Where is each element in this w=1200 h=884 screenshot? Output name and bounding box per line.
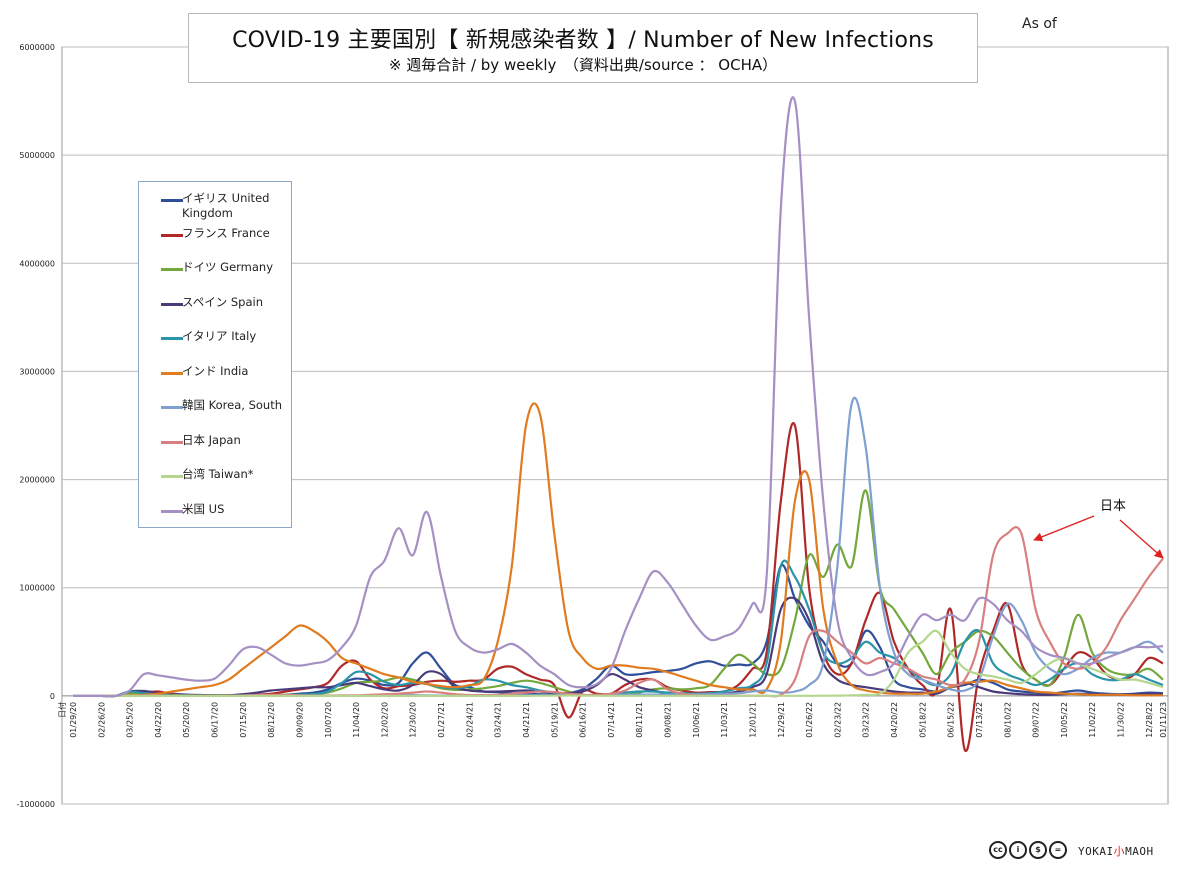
credit-accent: 小 (1113, 845, 1126, 858)
cc-icon: cc (989, 841, 1007, 859)
x-tick-label: 08/11/21 (635, 702, 644, 738)
x-tick-label: 02/23/22 (833, 702, 842, 738)
legend-label: ドイツ Germany (182, 260, 274, 274)
cc-license-badge: cc i $ = (989, 841, 1067, 861)
x-tick-label: 12/02/20 (380, 702, 389, 738)
credit-suffix: MAOH (1125, 845, 1154, 858)
legend-label: 日本 Japan (182, 432, 241, 447)
x-tick-label: 04/22/20 (154, 702, 163, 738)
legend-label: イギリス United Kingdom (182, 191, 270, 220)
legend-swatch (161, 199, 183, 202)
y-tick-label: 5000000 (19, 151, 55, 160)
legend-item: ドイツ Germany (139, 259, 293, 293)
author-credit: YOKAI小MAOH (1078, 843, 1154, 859)
legend-item: イタリア Italy (139, 328, 293, 362)
legend-item: 米国 US (139, 501, 293, 535)
x-tick-label: 01/11/23 (1159, 702, 1168, 738)
y-tick-label: 2000000 (19, 476, 55, 485)
legend-label: フランス France (182, 225, 270, 240)
chart-title-box: COVID-19 主要国別【 新規感染者数 】/ Number of New I… (188, 13, 978, 83)
legend-swatch (161, 440, 183, 444)
x-tick-label: 01/29/20 (69, 702, 78, 738)
x-tick-label: 07/15/20 (239, 702, 248, 738)
x-first-label: 日付 (57, 702, 67, 718)
legend-swatch (161, 233, 183, 237)
x-tick-label: 10/07/20 (324, 702, 333, 738)
annotation-arrow-left (1033, 515, 1095, 542)
legend-item: スペイン Spain (139, 294, 293, 328)
legend-item: イギリス United Kingdom (139, 190, 293, 224)
series-line-3 (72, 596, 1164, 698)
by-icon: i (1009, 841, 1027, 859)
series-line-8 (72, 629, 1164, 698)
x-tick-label: 12/29/21 (777, 702, 786, 738)
x-tick-label: 04/20/22 (890, 702, 899, 738)
x-tick-label: 09/09/20 (295, 702, 304, 738)
legend-label: 台湾 Taiwan* (182, 467, 254, 481)
legend-swatch (161, 337, 183, 340)
x-tick-label: 07/13/22 (975, 702, 984, 738)
y-tick-label: -1000000 (16, 800, 55, 809)
x-tick-label: 11/30/22 (1117, 702, 1126, 738)
legend-swatch (161, 371, 183, 375)
x-tick-label: 02/24/21 (465, 702, 474, 738)
nd-icon: = (1049, 841, 1067, 859)
x-tick-label: 03/25/20 (126, 702, 135, 738)
legend-label: イタリア Italy (182, 329, 257, 343)
x-tick-label: 09/08/21 (664, 702, 673, 738)
legend: イギリス United Kingdom フランス France ドイツ German… (138, 181, 292, 528)
annotation-arrow-right (1119, 519, 1164, 559)
legend-swatch (161, 475, 183, 478)
x-tick-label: 05/18/22 (918, 702, 927, 738)
x-tick-label: 12/01/21 (748, 702, 757, 738)
y-tick-label: 3000000 (19, 367, 55, 376)
x-tick-label: 10/06/21 (692, 702, 701, 738)
x-tick-label: 06/15/22 (947, 702, 956, 738)
x-tick-label: 05/19/21 (550, 702, 559, 738)
legend-label: 韓国 Korea, South (182, 398, 282, 412)
x-tick-label: 11/02/22 (1088, 702, 1097, 738)
x-tick-label: 06/16/21 (579, 702, 588, 738)
x-tick-label: 04/21/21 (522, 702, 531, 738)
chart-subtitle: ※ 週毎合計 / by weekly （資料出典/source ： OCHA） (388, 56, 778, 74)
x-tick-label: 12/30/20 (409, 702, 418, 738)
x-tick-label: 01/27/21 (437, 702, 446, 738)
annotation-label: 日本 (1100, 499, 1126, 514)
x-tick-label: 07/14/21 (607, 702, 616, 738)
legend-swatch (161, 268, 183, 271)
legend-item: フランス France (139, 225, 293, 259)
y-tick-label: 1000000 (19, 584, 55, 593)
credit-prefix: YOKAI (1078, 845, 1114, 858)
legend-swatch (161, 509, 183, 513)
x-tick-label: 10/05/22 (1060, 702, 1069, 738)
as-of-label: As of (1022, 16, 1057, 32)
legend-item: 台湾 Taiwan* (139, 466, 293, 500)
x-tick-label: 06/17/20 (211, 702, 220, 738)
x-tick-label: 03/23/22 (862, 702, 871, 738)
chart-title: COVID-19 主要国別【 新規感染者数 】/ Number of New I… (232, 28, 934, 53)
x-tick-label: 11/04/20 (352, 702, 361, 738)
series-line-9 (72, 96, 1164, 698)
y-tick-label: 0 (50, 692, 55, 701)
legend-label: 米国 US (182, 501, 225, 516)
legend-label: スペイン Spain (182, 294, 263, 309)
y-tick-label: 4000000 (19, 259, 55, 268)
x-tick-label: 01/26/22 (805, 702, 814, 738)
x-tick-label: 02/26/20 (97, 702, 106, 738)
legend-item: 日本 Japan (139, 432, 293, 466)
legend-label: インド India (182, 363, 249, 378)
x-tick-label: 08/12/20 (267, 702, 276, 738)
legend-swatch (161, 406, 183, 409)
y-tick-label: 6000000 (19, 43, 55, 52)
legend-item: インド India (139, 363, 293, 397)
legend-swatch (161, 302, 183, 306)
x-tick-label: 08/10/22 (1003, 702, 1012, 738)
x-tick-label: 09/07/22 (1032, 702, 1041, 738)
legend-item: 韓国 Korea, South (139, 397, 293, 431)
x-tick-label: 05/20/20 (182, 702, 191, 738)
x-tick-label: 11/03/21 (720, 702, 729, 738)
x-tick-label: 03/24/21 (494, 702, 503, 738)
nc-icon: $ (1029, 841, 1047, 859)
x-tick-label: 12/28/22 (1145, 702, 1154, 738)
